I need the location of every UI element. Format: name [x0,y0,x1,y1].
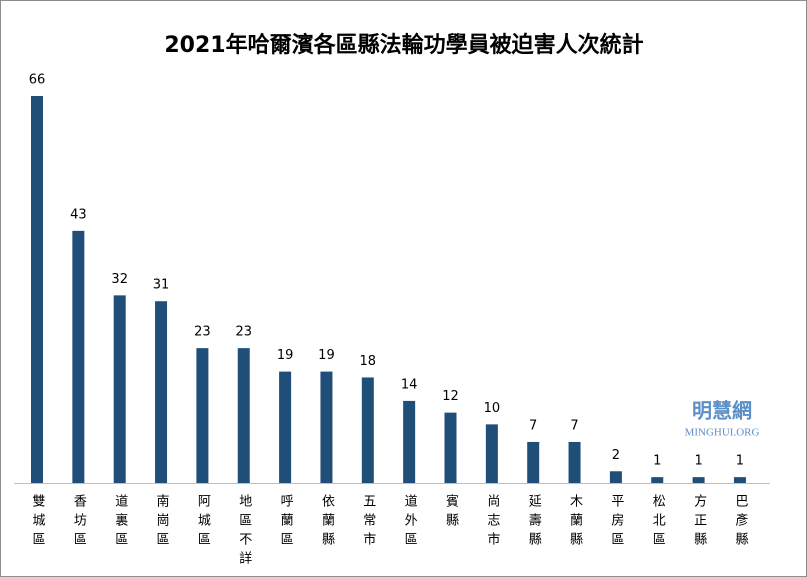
bar [361,377,374,483]
data-label: 7 [529,418,537,433]
watermark-url: MINGHUI.ORG [685,427,760,439]
data-label: 23 [194,325,211,340]
data-label: 32 [111,272,128,287]
x-tick-label: 呼蘭區 [278,494,294,551]
x-tick-label: 巴彥縣 [732,494,748,551]
bar [568,441,581,483]
data-label: 14 [401,377,418,392]
data-label: 18 [360,354,377,369]
watermark-name: 明慧網 [692,399,752,423]
bar [113,295,126,483]
data-label: 7 [570,418,578,433]
bar [527,441,540,483]
x-tick-label: 平房區 [608,494,624,551]
x-tick-label: 松北區 [650,494,666,551]
bar [196,348,209,483]
x-tick-label: 道裏區 [112,494,128,551]
data-label: 1 [694,454,702,469]
x-tick-label: 道外區 [402,494,418,551]
bar [279,371,292,483]
bar [733,477,746,483]
x-tick-label: 香坊區 [71,494,87,551]
x-tick-label: 雙城區 [30,494,46,551]
data-label: 19 [277,348,294,363]
bar [155,301,168,483]
chart-title: 2021年哈爾濱各區縣法輪功學員被迫害人次統計 [164,32,643,58]
x-tick-label: 南崗區 [154,493,170,551]
bar [444,412,457,483]
bar [609,471,622,483]
x-tick-label: 阿城區 [195,494,211,551]
data-label: 19 [318,348,335,363]
data-label: 12 [442,389,459,404]
bar [320,371,333,483]
x-tick-label: 依蘭縣 [319,494,335,551]
bar [485,424,498,483]
bar [31,96,43,483]
data-label: 2 [612,448,620,463]
x-tick-label: 木蘭縣 [567,494,583,551]
data-label: 10 [484,401,501,416]
bar [72,230,85,483]
data-label: 66 [29,73,46,88]
x-tick-label: 地區不詳 [236,494,252,570]
bar [403,400,416,483]
bar [651,477,664,483]
x-tick-label: 賓縣 [443,493,459,532]
data-label: 1 [653,454,661,469]
data-label: 23 [235,325,252,340]
x-tick-label: 延壽縣 [526,494,542,551]
data-label: 31 [153,278,170,293]
x-tick-label: 方正縣 [691,493,707,551]
bar [692,477,705,483]
data-label: 1 [736,454,744,469]
data-label: 43 [70,207,87,222]
x-tick-label: 尚志市 [484,494,500,551]
bar [237,348,250,483]
x-tick-label: 五常市 [360,494,376,551]
